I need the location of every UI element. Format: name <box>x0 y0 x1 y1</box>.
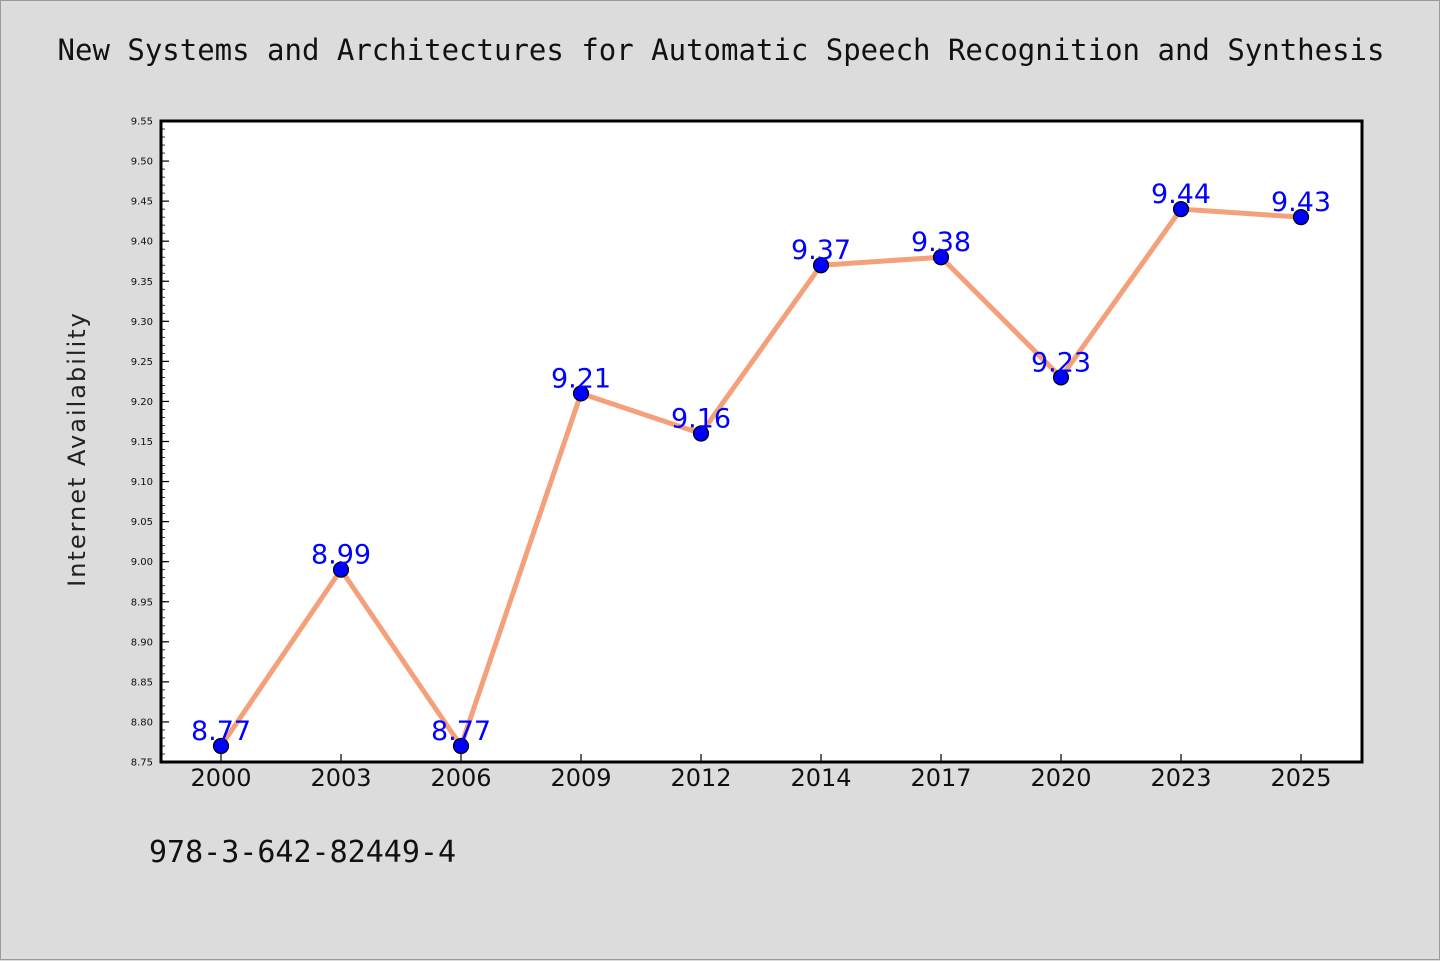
data-label: 8.77 <box>191 716 251 747</box>
x-tick-label: 2020 <box>1030 764 1091 792</box>
data-point <box>212 737 230 755</box>
data-point <box>1172 201 1190 218</box>
data-point <box>332 561 350 578</box>
y-tick-label: 9.50 <box>131 157 153 168</box>
y-tick-label: 9.35 <box>131 277 153 288</box>
y-tick-label: 9.45 <box>131 197 153 208</box>
data-label: 9.16 <box>671 403 731 434</box>
data-label: 9.37 <box>791 235 851 266</box>
data-label: 8.99 <box>311 540 371 571</box>
y-tick-label: 8.85 <box>131 677 153 688</box>
data-point <box>1052 369 1070 386</box>
isbn-footnote: 978-3-642-82449-4 <box>149 835 457 870</box>
x-tick-label: 2006 <box>430 764 491 792</box>
y-tick-label: 9.40 <box>131 237 153 248</box>
data-label: 9.43 <box>1271 187 1331 218</box>
data-point <box>452 737 470 755</box>
y-tick-label: 8.75 <box>131 758 153 769</box>
y-axis: 8.75 8.80 8.85 8.90 8.95 9.00 9.05 9.10 9.15 9.20… <box>131 117 169 769</box>
y-tick-label: 9.55 <box>131 117 153 128</box>
series-layer <box>212 201 1310 755</box>
y-tick-label: 9.30 <box>131 317 153 328</box>
y-tick-label: 9.05 <box>131 517 153 528</box>
x-tick-label: 2023 <box>1150 764 1211 792</box>
data-point <box>692 425 710 442</box>
data-label: 9.44 <box>1151 179 1211 210</box>
x-tick-label: 2025 <box>1270 764 1331 792</box>
data-label: 9.21 <box>551 363 611 394</box>
x-tick-label: 2009 <box>550 764 611 792</box>
x-tick-label: 2012 <box>670 764 731 792</box>
data-point <box>1292 209 1310 226</box>
y-tick-label: 8.95 <box>131 597 153 608</box>
x-tick-label: 2000 <box>190 764 251 792</box>
y-tick-label: 9.25 <box>131 357 153 368</box>
y-tick-label: 8.80 <box>131 717 153 728</box>
data-point <box>572 385 590 402</box>
x-tick-label: 2017 <box>910 764 971 792</box>
data-point <box>932 249 950 266</box>
series-line <box>218 206 1304 749</box>
chart-title: New Systems and Architectures for Automa… <box>57 33 1385 67</box>
y-tick-label: 9.00 <box>131 557 153 568</box>
x-axis: 2000 2003 2006 2009 2012 2014 2017 2020 2023 2025 <box>190 754 1332 792</box>
plot-area <box>159 119 1364 764</box>
data-label: 9.38 <box>911 227 971 258</box>
data-label: 8.77 <box>431 716 491 747</box>
y-tick-label: 8.90 <box>131 637 153 648</box>
data-point <box>812 257 830 274</box>
y-tick-label: 9.10 <box>131 477 153 488</box>
y-tick-label: 9.15 <box>131 437 153 448</box>
x-tick-label: 2003 <box>310 764 371 792</box>
data-labels: 8.77 8.99 8.77 9.21 9.16 9.37 9.38 9.23 9.44 9.43 <box>191 179 1331 747</box>
y-tick-label: 9.20 <box>131 397 153 408</box>
x-tick-label: 2014 <box>790 764 851 792</box>
data-label: 9.23 <box>1031 347 1091 378</box>
